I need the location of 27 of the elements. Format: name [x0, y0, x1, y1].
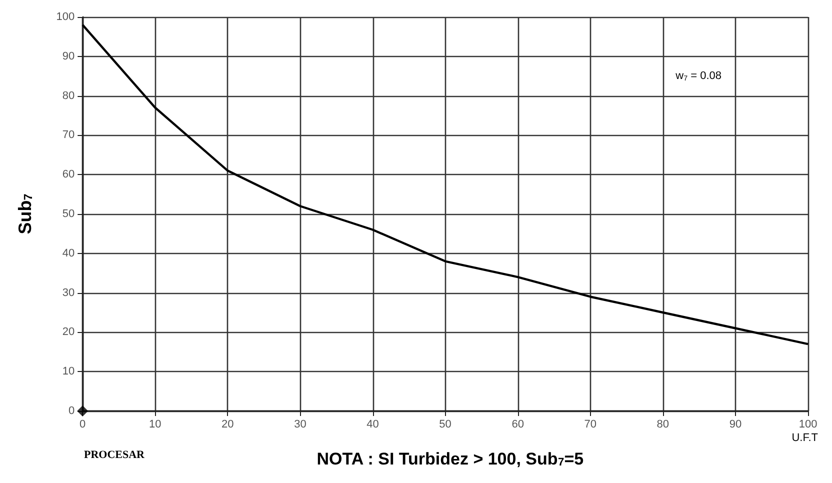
x-tick-label: 60 — [512, 418, 524, 430]
x-tick-label: 20 — [222, 418, 234, 430]
x-tick-label: 0 — [80, 418, 86, 430]
x-tick-label: 90 — [729, 418, 742, 430]
x-axis-title: U.F.T — [792, 432, 818, 444]
x-tick-label: 50 — [439, 418, 452, 430]
y-tick-label: 40 — [62, 247, 75, 260]
y-tick-label: 20 — [62, 326, 75, 338]
y-tick-label: 90 — [62, 50, 75, 62]
text: PROCESAR — [84, 449, 146, 461]
line-series — [82, 24, 810, 346]
text: NOTA : SI Turbidez > 100, Sub7=5 — [316, 450, 584, 468]
x-tick-label: 10 — [149, 418, 162, 430]
x-tick-label: 30 — [294, 418, 306, 430]
x-tick-label: 40 — [366, 418, 379, 430]
y-tick-label: 30 — [62, 286, 75, 299]
x-tick-label: 80 — [656, 418, 670, 430]
y-tick-label: 70 — [62, 129, 75, 142]
y-tick-label: 100 — [56, 11, 75, 23]
y-axis-title: Sub7 — [15, 194, 36, 234]
x-tick-label: 100 — [798, 418, 818, 430]
y-tick-label: 10 — [62, 366, 75, 378]
y-tick-label: 80 — [62, 90, 75, 102]
y-tick-label: 0 — [68, 405, 75, 417]
x-tick-label: 70 — [584, 418, 597, 430]
y-tick-label: 50 — [62, 208, 75, 220]
y-tick-label: 60 — [62, 168, 75, 181]
